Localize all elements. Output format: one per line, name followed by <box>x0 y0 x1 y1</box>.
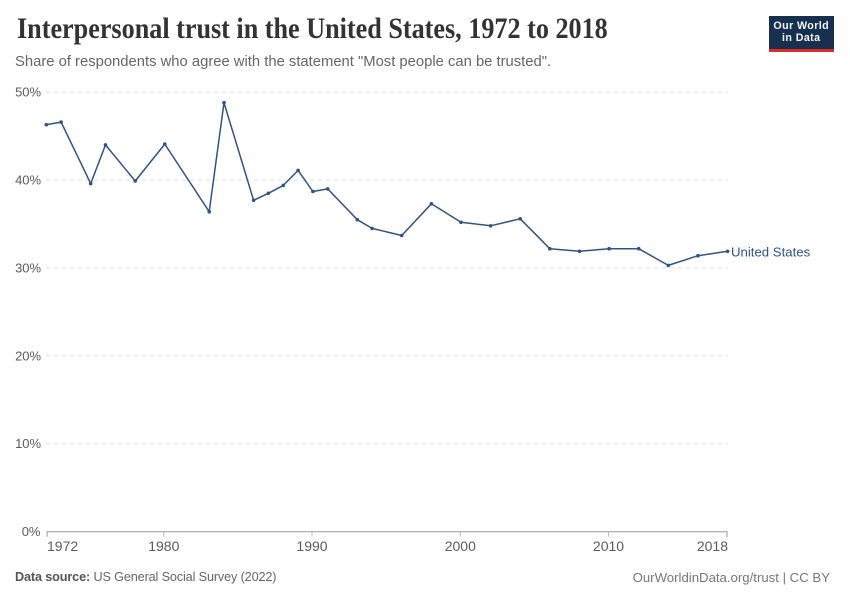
svg-text:50%: 50% <box>15 85 41 100</box>
svg-text:1980: 1980 <box>148 538 179 554</box>
svg-text:10%: 10% <box>15 436 41 451</box>
svg-text:2010: 2010 <box>593 538 624 554</box>
svg-text:20%: 20% <box>15 348 41 363</box>
svg-text:United States: United States <box>731 245 811 260</box>
svg-text:40%: 40% <box>15 173 41 188</box>
svg-text:2000: 2000 <box>445 538 476 554</box>
svg-text:0%: 0% <box>22 524 41 539</box>
svg-text:2018: 2018 <box>697 538 728 554</box>
svg-text:1990: 1990 <box>296 538 327 554</box>
svg-text:30%: 30% <box>15 260 41 275</box>
svg-text:1972: 1972 <box>47 538 78 554</box>
